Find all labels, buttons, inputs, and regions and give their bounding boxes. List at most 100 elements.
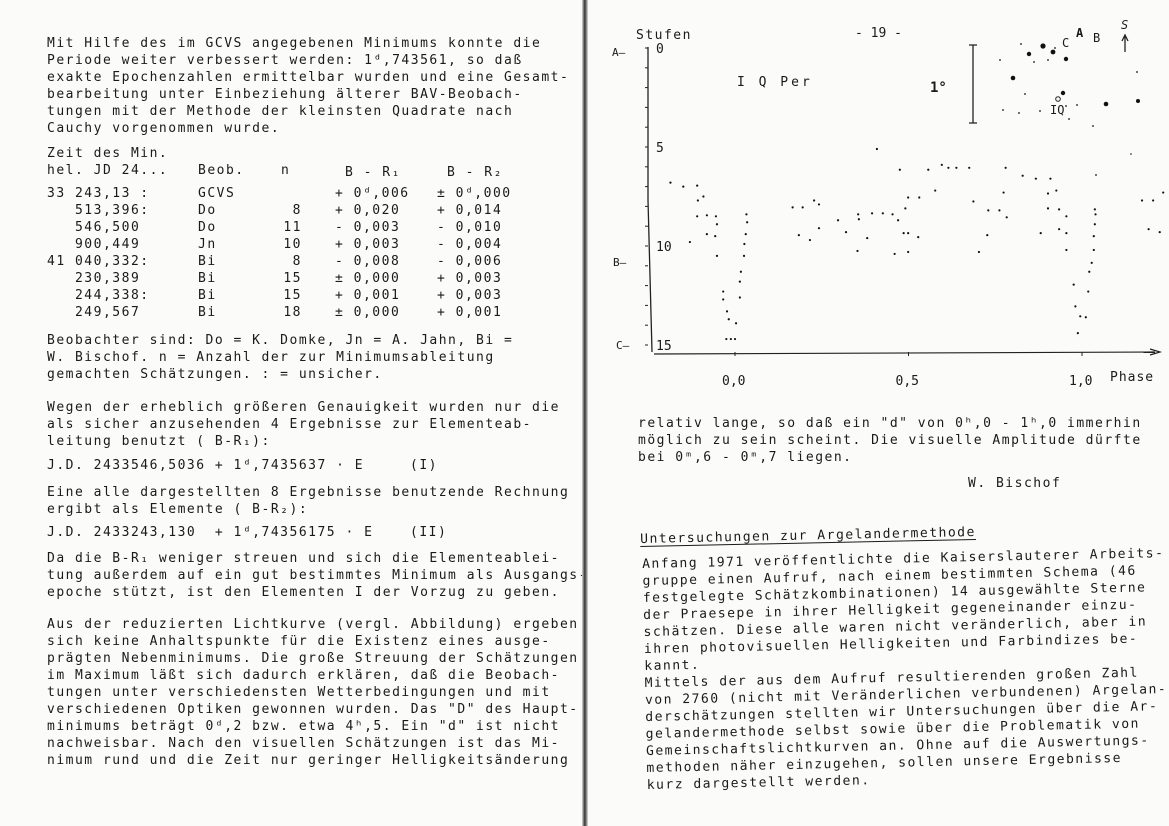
cell-jd: 244,338: <box>47 288 150 303</box>
cell-jd: 230,389 <box>47 271 141 286</box>
data-point <box>986 234 989 237</box>
preference-line: tung außerdem auf ein gut bestimmtes Min… <box>47 568 588 583</box>
y-tick-label: 5 <box>656 141 664 156</box>
data-point <box>722 298 725 301</box>
data-point <box>1093 223 1096 226</box>
data-point <box>1094 213 1097 216</box>
data-point <box>739 270 742 273</box>
accuracy-paragraph: Wegen der erheblich größeren Genauigkeit… <box>47 399 560 450</box>
observers-line: gemachten Schätzungen. : = unsicher. <box>47 367 383 382</box>
intro-paragraph: Mit Hilfe des im GCVS angegebenen Minimu… <box>47 35 569 137</box>
data-point <box>1076 332 1079 335</box>
map-star <box>1010 75 1016 81</box>
data-point <box>1004 166 1007 169</box>
chart-title: I Q Per <box>737 75 813 90</box>
cell-jd: 513,396: <box>47 203 150 218</box>
cell-b-r1: + 0,001 <box>335 288 401 303</box>
cell-observer: Jn <box>198 237 217 252</box>
data-point <box>1092 235 1095 238</box>
data-point <box>738 296 741 299</box>
data-point <box>907 196 910 199</box>
data-point <box>1074 305 1077 308</box>
data-point <box>696 199 699 202</box>
y-axis-label: Stufen <box>636 28 692 43</box>
data-point <box>968 166 971 169</box>
y-tick-label: 10 <box>656 240 672 255</box>
equation-2: J.D. 2433243,130 + 1ᵈ,74356175 · E <box>47 525 374 540</box>
cell-b-r2: + 0,003 <box>437 271 503 286</box>
lightcurve-line: verschiedenen Optiken gewonnen wurden. D… <box>47 702 579 717</box>
map-star <box>1024 93 1026 95</box>
data-point <box>836 219 840 222</box>
data-point <box>1072 283 1075 286</box>
data-point <box>972 200 975 203</box>
observers-line: Beobachter sind: Do = K. Domke, Jn = A. … <box>47 333 514 348</box>
cell-n: 8 <box>292 254 302 269</box>
map-label-c: C <box>1062 36 1069 50</box>
map-star <box>1068 118 1070 120</box>
all-results-line: Eine alle dargestellten 8 Ergebnisse ben… <box>47 485 570 500</box>
data-point <box>1093 208 1096 211</box>
page-number: - 19 - <box>855 26 902 41</box>
cell-observer: Bi <box>198 271 217 286</box>
data-point <box>1140 199 1144 202</box>
cell-n: 10 <box>283 237 302 252</box>
map-star <box>1002 109 1004 111</box>
data-point <box>875 147 879 151</box>
cell-jd: 33 243,13 : <box>47 186 150 201</box>
cell-b-r1: + 0ᵈ,006 <box>335 186 410 201</box>
data-point <box>891 213 894 216</box>
data-point <box>725 310 729 313</box>
data-point <box>1046 192 1050 195</box>
map-label-s: S <box>1121 18 1128 32</box>
data-point <box>797 234 800 237</box>
data-point <box>705 233 708 236</box>
cell-b-r1: - 0,003 <box>335 220 401 235</box>
data-point <box>907 232 910 235</box>
data-point <box>857 213 860 216</box>
map-star <box>1076 104 1078 106</box>
x-tick-label: 0,0 <box>722 374 745 389</box>
x-tick-label: 1,0 <box>1069 374 1092 389</box>
continuation-line: bei 0ᵐ,6 - 0ᵐ,7 liegen. <box>638 450 853 465</box>
intro-line: exakte Epochenzahlen ermittelbar wurden … <box>47 70 570 85</box>
cell-jd: 41 040,332: <box>47 254 150 269</box>
table-header-b-r1: B - R₁ <box>345 165 401 180</box>
lightcurve-paragraph: Aus der reduzierten Lichtkurve (vergl. A… <box>47 617 579 770</box>
cell-observer: Bi <box>198 305 217 320</box>
map-star <box>1065 105 1067 107</box>
cell-b-r2: + 0,003 <box>437 288 503 303</box>
y-tick-label: 0 <box>656 42 664 57</box>
table-header-observer: Beob. <box>198 163 245 178</box>
preference-line: Da die B-R₁ weniger streuen und sich die… <box>47 551 560 566</box>
table-header-time: Zeit des Min. <box>47 146 169 161</box>
cell-n: 15 <box>283 288 302 303</box>
scale-bar <box>969 44 977 124</box>
intro-line: bearbeitung unter Einbeziehung älterer B… <box>47 87 523 102</box>
data-point <box>917 235 920 239</box>
continuation-line: relativ lange, so daß ein "d" von 0ʰ,0 -… <box>638 416 1142 431</box>
data-point <box>714 215 718 218</box>
data-point <box>927 168 930 171</box>
lightcurve-line: minimums beträgt 0ᵈ,2 bzw. etwa 4ʰ,5. Ei… <box>47 719 560 734</box>
lightcurve-line: nachweisbar. Nach den visuellen Schätzun… <box>47 736 560 751</box>
map-star <box>1060 90 1066 96</box>
cell-observer: Do <box>198 220 217 235</box>
data-point <box>1084 316 1087 319</box>
section-body: Anfang 1971 veröffentlichte die Kaisersl… <box>642 546 1169 795</box>
data-point <box>727 318 730 321</box>
data-point <box>907 250 910 254</box>
data-point <box>745 213 748 216</box>
map-label-a: A <box>1076 26 1084 40</box>
data-point <box>1065 248 1068 252</box>
data-point <box>1079 315 1082 318</box>
intro-line: tungen mit der Methode der kleinsten Qua… <box>47 104 514 119</box>
x-axis <box>653 351 1156 355</box>
map-star <box>1020 43 1022 45</box>
cell-b-r1: + 0,003 <box>335 237 401 252</box>
cell-n: 8 <box>292 203 302 218</box>
equation-1: J.D. 2433546,5036 + 1ᵈ,7435637 · E <box>47 458 365 473</box>
data-point <box>733 337 737 341</box>
data-point <box>1088 270 1091 273</box>
